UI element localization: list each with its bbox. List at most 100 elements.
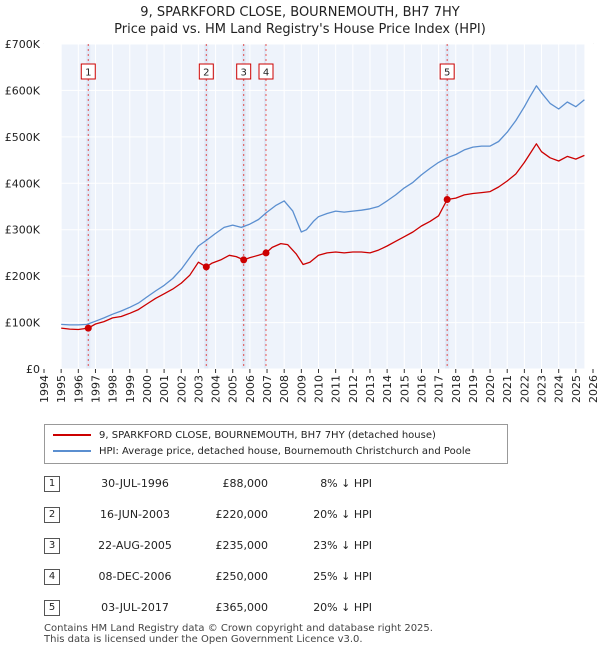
- x-tick-label: 1997: [89, 375, 102, 403]
- sale-price: £88,000: [222, 477, 269, 490]
- x-tick-label: 2004: [210, 375, 223, 403]
- chart-title-line2: Price paid vs. HM Land Registry's House …: [114, 22, 486, 37]
- y-tick-label: £0: [26, 363, 40, 376]
- sale-point: [84, 324, 92, 332]
- y-tick-label: £100K: [5, 317, 41, 330]
- table-row: 4 08-DEC-2006 £250,000 25% ↓ HPI: [0, 569, 600, 591]
- hpi-line: [61, 85, 585, 326]
- sale-marker-label: 2: [198, 63, 214, 80]
- x-tick-label: 1995: [55, 375, 68, 403]
- sale-band: [241, 44, 246, 369]
- y-tick-label: £400K: [5, 177, 41, 190]
- y-tick-label: £500K: [5, 131, 41, 144]
- x-tick-label: 2023: [536, 375, 549, 403]
- sale-date: 30-JUL-1996: [101, 477, 169, 490]
- sale-price: £220,000: [215, 508, 269, 521]
- table-row: 3 22-AUG-2005 £235,000 23% ↓ HPI: [0, 538, 600, 560]
- x-tick-label: 2025: [570, 375, 583, 403]
- sale-number: 1: [44, 476, 60, 492]
- sale-hpi-diff: 8% ↓ HPI: [320, 477, 372, 490]
- sale-price: £235,000: [215, 539, 269, 552]
- x-tick-label: 2013: [364, 375, 377, 403]
- sale-marker-number: 4: [263, 68, 269, 79]
- sale-date: 03-JUL-2017: [101, 601, 169, 614]
- sale-point: [240, 256, 248, 264]
- sale-marker-label: 1: [80, 63, 96, 80]
- x-tick-label: 2007: [261, 375, 274, 403]
- sale-hpi-diff: 20% ↓ HPI: [313, 508, 372, 521]
- sale-price: £365,000: [215, 601, 269, 614]
- sale-date: 16-JUN-2003: [99, 508, 171, 521]
- x-tick-label: 2010: [313, 375, 326, 403]
- data-range-band: [61, 44, 585, 369]
- sale-marker-number: 3: [241, 68, 247, 79]
- sale-hpi-diff: 20% ↓ HPI: [313, 601, 372, 614]
- sale-number: 5: [44, 600, 60, 616]
- legend-item-hpi: HPI: Average price, detached house, Bour…: [53, 444, 471, 460]
- sale-point: [262, 249, 270, 257]
- sale-marker-box: [198, 63, 214, 80]
- footer-line2: This data is licensed under the Open Gov…: [44, 634, 363, 645]
- sale-marker-label: 5: [439, 63, 455, 80]
- x-tick-label: 1994: [38, 375, 51, 403]
- sale-marker-number: 2: [203, 68, 209, 79]
- sale-number: 2: [44, 507, 60, 523]
- x-tick-label: 2012: [347, 375, 360, 403]
- sale-marker-box: [258, 63, 274, 80]
- property-price-line: [61, 143, 585, 331]
- table-row: 5 03-JUL-2017 £365,000 20% ↓ HPI: [0, 600, 600, 622]
- y-tick-label: £300K: [5, 224, 41, 237]
- y-tick-label: £200K: [5, 270, 41, 283]
- y-tick-label: £700K: [5, 38, 41, 51]
- footer-line1: Contains HM Land Registry data © Crown c…: [44, 623, 433, 634]
- x-tick-label: 2005: [227, 375, 240, 403]
- x-tick-label: 2003: [192, 375, 205, 403]
- footer: Contains HM Land Registry data © Crown c…: [44, 623, 433, 645]
- y-tick-label: £600K: [5, 84, 41, 97]
- sale-hpi-diff: 23% ↓ HPI: [313, 539, 372, 552]
- x-tick-label: 2022: [518, 375, 531, 403]
- sale-marker-number: 5: [444, 68, 450, 79]
- x-tick-label: 2026: [587, 375, 600, 403]
- sale-marker-label: 4: [258, 63, 274, 80]
- x-tick-label: 2014: [381, 375, 394, 403]
- x-tick-label: 1999: [124, 375, 137, 403]
- x-tick-label: 2000: [141, 375, 154, 403]
- sale-marker-label: 3: [236, 63, 252, 80]
- x-tick-label: 1998: [107, 375, 120, 403]
- legend-label-hpi: HPI: Average price, detached house, Bour…: [99, 446, 471, 457]
- chart-legend: 9, SPARKFORD CLOSE, BOURNEMOUTH, BH7 7HY…: [44, 424, 508, 464]
- sale-point: [443, 196, 451, 204]
- sale-price: £250,000: [215, 570, 269, 583]
- x-tick-label: 1996: [72, 375, 85, 403]
- x-tick-label: 2020: [484, 375, 497, 403]
- x-tick-label: 2019: [467, 375, 480, 403]
- x-tick-label: 2006: [244, 375, 257, 403]
- table-row: 2 16-JUN-2003 £220,000 20% ↓ HPI: [0, 507, 600, 529]
- sale-band: [445, 44, 450, 369]
- sale-marker-number: 1: [85, 68, 91, 79]
- sale-hpi-diff: 25% ↓ HPI: [313, 570, 372, 583]
- price-chart: £0 £100K £200K £300K £400K £500K £600K £700K 199…: [5, 38, 600, 403]
- x-tick-label: 2011: [330, 375, 343, 403]
- sale-number: 4: [44, 569, 60, 585]
- legend-item-property: 9, SPARKFORD CLOSE, BOURNEMOUTH, BH7 7HY…: [53, 428, 436, 444]
- sale-marker-box: [236, 63, 252, 80]
- table-row: 1 30-JUL-1996 £88,000 8% ↓ HPI: [0, 476, 600, 498]
- x-tick-label: 2018: [450, 375, 463, 403]
- x-tick-label: 2024: [553, 375, 566, 403]
- sale-date: 22-AUG-2005: [98, 539, 172, 552]
- sale-date: 08-DEC-2006: [98, 570, 172, 583]
- x-tick-label: 2008: [278, 375, 291, 403]
- sale-marker-box: [80, 63, 96, 80]
- legend-swatch-property: [53, 434, 91, 436]
- sale-number: 3: [44, 538, 60, 554]
- x-tick-label: 2009: [295, 375, 308, 403]
- sale-band: [86, 44, 91, 369]
- legend-label-property: 9, SPARKFORD CLOSE, BOURNEMOUTH, BH7 7HY…: [99, 430, 436, 441]
- sale-marker-box: [439, 63, 455, 80]
- sale-point: [202, 263, 210, 271]
- sale-band: [204, 44, 209, 369]
- sale-band: [264, 44, 269, 369]
- x-tick-label: 2017: [433, 375, 446, 403]
